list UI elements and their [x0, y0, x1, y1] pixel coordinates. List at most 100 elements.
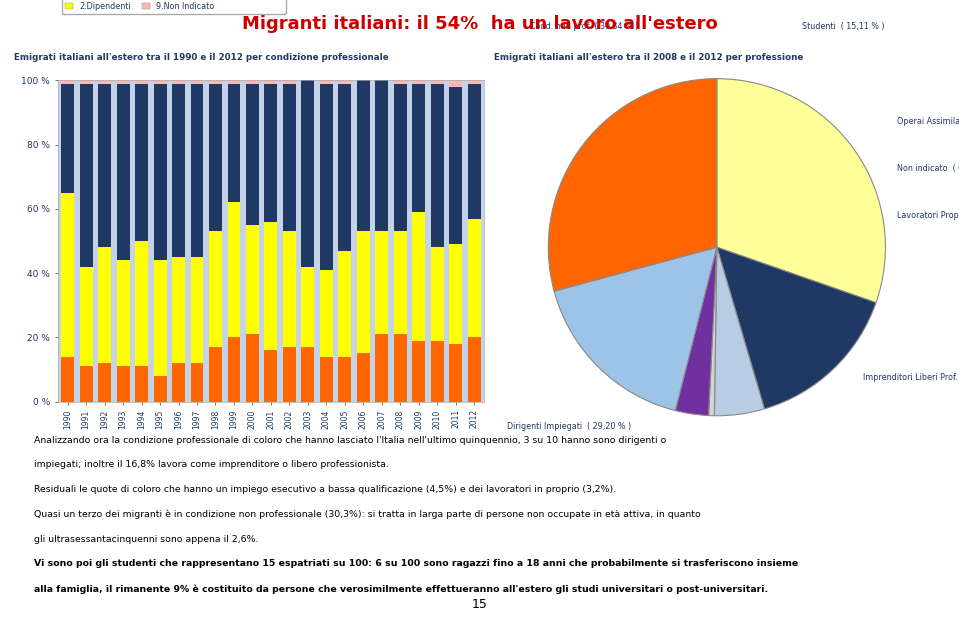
Bar: [394, 80, 407, 83]
Legend: 1.Indipendenti, 2.Dipendenti, 3.Condizione non professionale, 9.Non Indicato: 1.Indipendenti, 2.Dipendenti, 3.Condizio…: [61, 0, 286, 14]
Bar: [449, 344, 462, 402]
Text: Analizzando ora la condizione professionale di coloro che hanno lasciato l'Itali: Analizzando ora la condizione profession…: [34, 436, 666, 445]
Bar: [339, 251, 351, 357]
Bar: [265, 80, 277, 83]
Text: Quasi un terzo dei migranti è in condizione non professionale (30,3%): si tratta: Quasi un terzo dei migranti è in condizi…: [34, 510, 700, 519]
Bar: [283, 231, 296, 347]
Bar: [394, 83, 407, 231]
Bar: [227, 80, 241, 83]
Bar: [320, 357, 333, 402]
Bar: [135, 83, 148, 241]
Bar: [468, 219, 480, 337]
Bar: [172, 363, 185, 402]
Bar: [412, 341, 425, 402]
Wedge shape: [675, 247, 716, 415]
Bar: [172, 257, 185, 363]
Bar: [172, 83, 185, 257]
Text: Dirigenti Impiegati  ( 29,20 % ): Dirigenti Impiegati ( 29,20 % ): [507, 423, 631, 431]
Bar: [246, 80, 259, 83]
Bar: [339, 357, 351, 402]
Bar: [468, 337, 480, 402]
Bar: [191, 80, 203, 83]
Wedge shape: [716, 78, 885, 303]
Bar: [153, 260, 167, 376]
Bar: [265, 83, 277, 222]
Bar: [394, 334, 407, 402]
Bar: [227, 203, 241, 337]
Wedge shape: [549, 78, 716, 291]
Bar: [135, 366, 148, 402]
Text: Residuali le quote di coloro che hanno un impiego esecutivo a bassa qualificazio: Residuali le quote di coloro che hanno u…: [34, 485, 616, 494]
Bar: [153, 376, 167, 402]
Bar: [301, 80, 315, 267]
Text: Studenti  ( 15,11 % ): Studenti ( 15,11 % ): [803, 22, 885, 32]
Bar: [246, 334, 259, 402]
Bar: [98, 80, 111, 83]
Text: Non indicato  ( 0,55 % ): Non indicato ( 0,55 % ): [897, 164, 959, 173]
Bar: [80, 267, 93, 366]
Bar: [80, 366, 93, 402]
Text: Migranti italiani: il 54%  ha un lavoro all'estero: Migranti italiani: il 54% ha un lavoro a…: [242, 15, 717, 33]
Text: Emigrati italiani all'estero tra il 1990 e il 2012 per condizione professionale: Emigrati italiani all'estero tra il 1990…: [14, 53, 389, 62]
Bar: [339, 80, 351, 83]
Text: Cond. non prof  ( 30,34 % ): Cond. non prof ( 30,34 % ): [530, 22, 638, 32]
Wedge shape: [554, 247, 716, 410]
Bar: [283, 347, 296, 402]
Bar: [209, 80, 222, 83]
Text: 15: 15: [472, 598, 487, 611]
Bar: [412, 83, 425, 212]
Bar: [80, 80, 93, 83]
Text: alla famiglia, il rimanente 9% è costituito da persone che verosimilmente effett: alla famiglia, il rimanente 9% è costitu…: [34, 584, 768, 593]
Bar: [153, 83, 167, 260]
Text: Emigrati italiani all'estero tra il 2008 e il 2012 per professione: Emigrati italiani all'estero tra il 2008…: [494, 53, 803, 62]
Bar: [449, 244, 462, 344]
Bar: [98, 247, 111, 363]
Bar: [449, 87, 462, 244]
Bar: [227, 83, 241, 203]
Bar: [246, 225, 259, 334]
Bar: [153, 80, 167, 83]
Bar: [468, 80, 480, 83]
Bar: [449, 80, 462, 87]
Bar: [98, 363, 111, 402]
Bar: [191, 83, 203, 257]
Bar: [61, 80, 74, 83]
Bar: [209, 83, 222, 231]
Bar: [357, 353, 370, 402]
Bar: [320, 80, 333, 83]
Bar: [246, 83, 259, 225]
Bar: [117, 260, 129, 366]
Bar: [412, 212, 425, 341]
Text: impiegati; inoltre il 16,8% lavora come imprenditore o libero professionista.: impiegati; inoltre il 16,8% lavora come …: [34, 460, 388, 470]
Text: gli ultrasessantacinquenni sono appena il 2,6%.: gli ultrasessantacinquenni sono appena i…: [34, 535, 258, 544]
Bar: [283, 80, 296, 83]
Bar: [412, 80, 425, 83]
Text: Imprenditori Liberi Prof.  ( 16,84 % ): Imprenditori Liberi Prof. ( 16,84 % ): [863, 373, 959, 382]
Bar: [320, 270, 333, 357]
Bar: [61, 83, 74, 193]
Bar: [61, 193, 74, 357]
Bar: [431, 247, 444, 341]
Bar: [227, 337, 241, 402]
Bar: [301, 267, 315, 347]
Bar: [375, 80, 388, 231]
Bar: [339, 83, 351, 251]
Bar: [301, 347, 315, 402]
Bar: [61, 357, 74, 402]
Bar: [431, 83, 444, 247]
Bar: [191, 363, 203, 402]
Bar: [431, 341, 444, 402]
Bar: [117, 366, 129, 402]
Bar: [98, 83, 111, 247]
Bar: [431, 80, 444, 83]
Bar: [117, 83, 129, 260]
Bar: [117, 80, 129, 83]
Bar: [209, 231, 222, 347]
Bar: [375, 231, 388, 334]
Bar: [357, 231, 370, 353]
Bar: [320, 83, 333, 270]
Bar: [283, 83, 296, 231]
Text: Operai Assimilati  ( 4,79 % ): Operai Assimilati ( 4,79 % ): [897, 117, 959, 126]
Bar: [209, 347, 222, 402]
Wedge shape: [709, 247, 716, 416]
